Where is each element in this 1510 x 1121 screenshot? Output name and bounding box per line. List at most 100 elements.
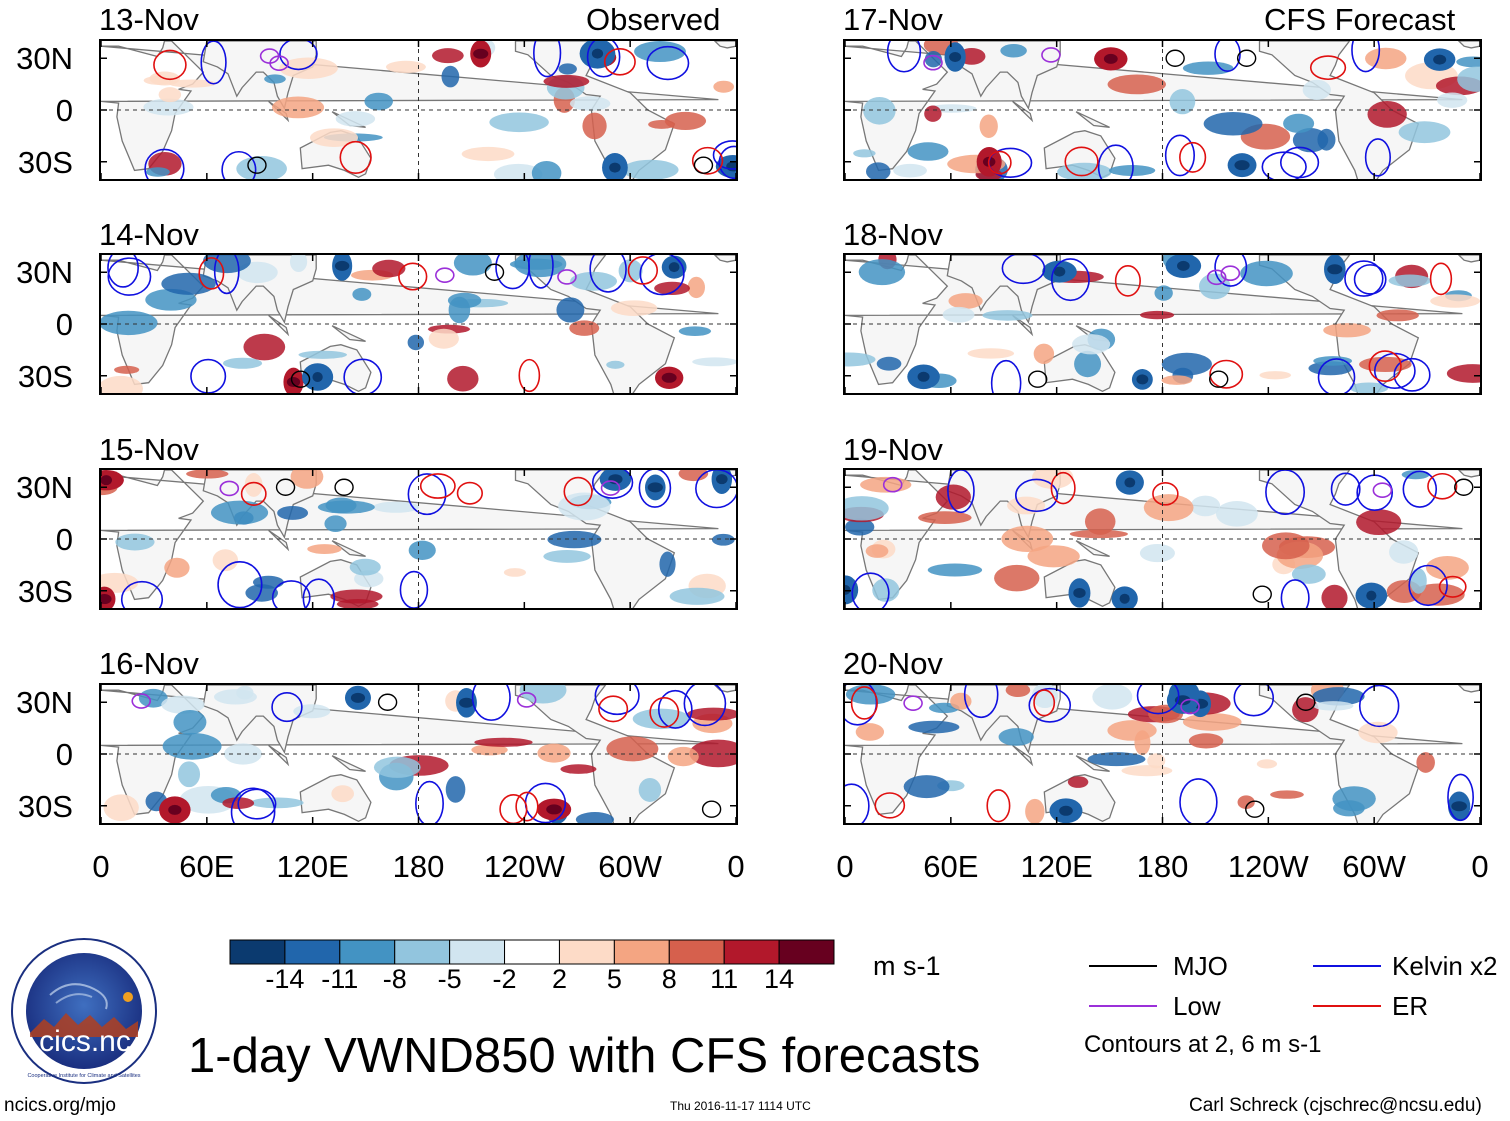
- lon-label-0: 0: [727, 849, 745, 884]
- anomaly-shade: [453, 255, 492, 276]
- anomaly-shade: [908, 720, 960, 734]
- anomaly-shade: [537, 743, 571, 763]
- anomaly-core: [591, 48, 604, 59]
- colorbar-swatch: [339, 939, 396, 965]
- kelvin-contour: [638, 470, 672, 508]
- colorbar: [229, 939, 835, 965]
- coastline: [268, 529, 290, 552]
- anomaly-shade: [1291, 564, 1326, 584]
- anomaly-shade: [1199, 273, 1231, 300]
- footer-website[interactable]: ncics.org/mjo: [4, 1095, 116, 1116]
- low-contour: [1041, 47, 1061, 63]
- anomaly-shade: [1033, 343, 1055, 365]
- legend-line-er: [1313, 1005, 1381, 1007]
- kelvin-contour: [657, 689, 693, 729]
- coastline: [713, 255, 736, 263]
- anomaly-shade: [1410, 568, 1427, 594]
- anomaly-shade: [1349, 382, 1389, 393]
- kelvin-contour: [1015, 478, 1059, 513]
- anomaly-shade: [543, 550, 591, 563]
- anomaly-core: [845, 584, 851, 595]
- anomaly-core: [1451, 801, 1467, 812]
- er-contour: [1179, 141, 1207, 173]
- anomaly-shade: [606, 736, 659, 762]
- legend-line-mjo: [1089, 965, 1157, 967]
- er-contour: [153, 49, 187, 81]
- kelvin-contour: [963, 685, 999, 719]
- anomaly-core: [334, 260, 350, 271]
- er-contour: [598, 695, 629, 723]
- anomaly-shade: [853, 149, 876, 158]
- anomaly-shade: [1190, 495, 1221, 517]
- anomaly-shade: [556, 297, 585, 323]
- low-contour: [882, 476, 903, 493]
- low-contour: [435, 267, 455, 283]
- anomaly-shade: [1425, 555, 1469, 580]
- anomaly-core: [647, 482, 663, 493]
- anomaly-shade: [1256, 759, 1278, 769]
- coastline: [1012, 100, 1034, 123]
- kelvin-contour: [1364, 138, 1391, 177]
- anomaly-shade: [918, 511, 972, 525]
- anomaly-shade: [158, 87, 182, 103]
- panel-plot: [101, 685, 736, 823]
- coastline: [1075, 755, 1110, 772]
- anomaly-shade: [1456, 56, 1480, 68]
- panel-date-19-nov: 19-Nov: [843, 432, 943, 467]
- anomaly-shade: [1161, 375, 1193, 385]
- anomaly-shade: [223, 743, 262, 765]
- anomaly-core: [716, 474, 728, 485]
- panel-17-nov: [843, 39, 1482, 181]
- anomaly-shade: [250, 797, 304, 809]
- anomaly-shade: [461, 146, 515, 162]
- anomaly-shade: [143, 76, 173, 85]
- kelvin-contour: [200, 41, 227, 85]
- anomaly-core: [1433, 54, 1447, 65]
- anomaly-shade: [138, 688, 168, 708]
- anomaly-shade: [1365, 47, 1407, 70]
- mjo-contour: [1454, 478, 1474, 496]
- anomaly-shade: [1240, 260, 1293, 287]
- kelvin-contour: [646, 45, 690, 81]
- logo-text: cics.nc: [39, 1025, 131, 1058]
- panel-plot: [845, 41, 1480, 179]
- footer-author: Carl Schreck (cjschrec@ncsu.edu): [1189, 1095, 1482, 1116]
- anomaly-shade: [543, 74, 590, 88]
- anomaly-shade: [667, 746, 699, 767]
- anomaly-shade: [1398, 121, 1451, 144]
- anomaly-shade: [1084, 508, 1116, 535]
- anomaly-shade: [1323, 323, 1371, 338]
- coastline: [713, 41, 736, 49]
- anomaly-shade: [863, 97, 896, 125]
- coastline: [1012, 314, 1034, 337]
- colorbar-tick-label: 2: [551, 964, 567, 994]
- panel-plot: [845, 685, 1480, 823]
- kelvin-contour: [886, 41, 922, 73]
- kelvin-contour: [107, 257, 152, 296]
- anomaly-shade: [1139, 310, 1175, 320]
- kelvin-contour: [1344, 260, 1384, 297]
- anomaly-shade: [634, 41, 686, 63]
- anomaly-shade: [855, 723, 885, 741]
- kelvin-contour: [947, 470, 975, 514]
- lon-label-0: 0: [92, 849, 110, 884]
- kelvin-contour: [589, 255, 627, 293]
- anomaly-shade: [173, 709, 207, 735]
- anomaly-shade: [935, 484, 971, 510]
- kelvin-contour: [718, 145, 736, 179]
- anomaly-shade: [115, 533, 155, 551]
- lon-label-60e: 60E: [179, 849, 235, 884]
- anomaly-core: [917, 371, 930, 382]
- panel-plot: [101, 470, 736, 608]
- panel-plot: [845, 470, 1480, 608]
- panel-date-18-nov: 18-Nov: [843, 217, 943, 252]
- anomaly-shade: [845, 496, 889, 521]
- kelvin-contour: [271, 580, 311, 608]
- anomaly-shade: [924, 105, 942, 122]
- anomaly-shade: [893, 163, 927, 178]
- er-contour: [603, 48, 636, 76]
- anomaly-core: [168, 804, 182, 815]
- lon-label-120e: 120E: [1020, 849, 1093, 884]
- anomaly-core: [459, 697, 474, 708]
- er-contour: [649, 696, 680, 728]
